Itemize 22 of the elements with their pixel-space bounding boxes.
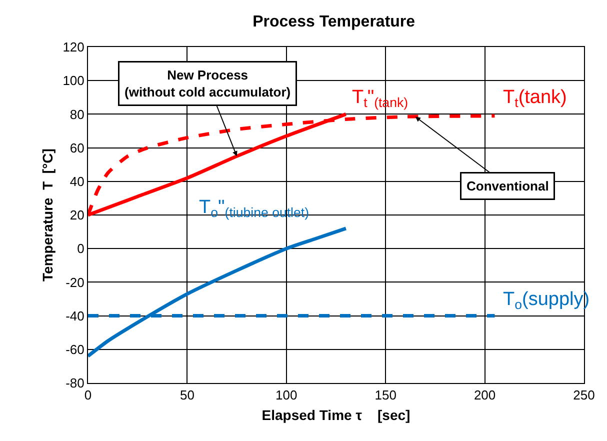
y-tick-label: 20 <box>70 208 84 223</box>
x-tick-label: 100 <box>276 388 298 403</box>
y-axis-title: Temperature T [°C] <box>39 148 56 282</box>
series-label: T$_{t}$(tank) <box>503 87 567 110</box>
x-axis-title: Elapsed Time τ [sec] <box>262 406 410 423</box>
x-tick-label: 250 <box>573 388 595 403</box>
y-tick-label: 60 <box>70 140 84 156</box>
annotation: Conventional <box>466 178 549 194</box>
y-tick-label: -80 <box>66 376 84 391</box>
y-tick-label: 0 <box>77 241 84 256</box>
annotation: New Process (without cold accumulator) <box>124 68 291 100</box>
y-tick-label: -40 <box>66 308 84 324</box>
y-tick-label: 80 <box>70 106 84 122</box>
chart-title: Process Temperature <box>252 14 416 31</box>
y-tick-label: 100 <box>62 73 84 88</box>
x-tick-label: 200 <box>474 388 496 403</box>
y-tick-label: -60 <box>66 342 84 357</box>
y-tick-label: 40 <box>70 174 84 189</box>
x-tick-label: 50 <box>180 388 194 403</box>
y-tick-label: -20 <box>66 274 84 290</box>
x-tick-label: 150 <box>374 388 396 403</box>
y-tick-label: 120 <box>62 40 84 55</box>
